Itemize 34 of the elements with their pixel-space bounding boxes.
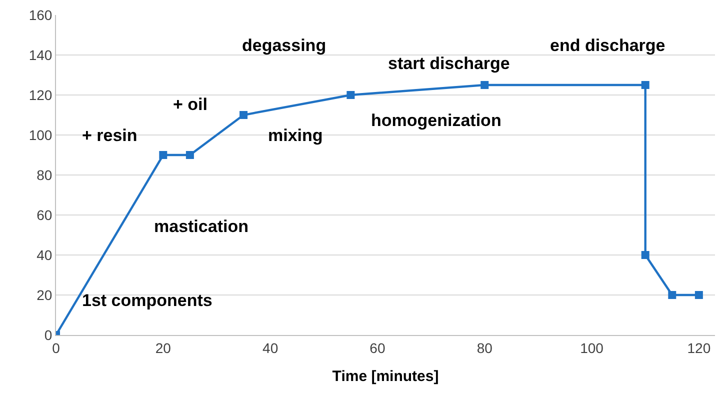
y-tick-label: 120 <box>28 86 52 103</box>
point <box>186 151 194 159</box>
y-tick-label: 40 <box>36 246 52 263</box>
point <box>480 81 489 89</box>
point <box>641 81 650 89</box>
point <box>159 151 168 159</box>
point <box>694 291 703 299</box>
y-tick-label: 20 <box>36 286 52 303</box>
x-tick-label: 60 <box>370 340 386 356</box>
annotation: + resin <box>82 126 138 145</box>
x-tick-label: 120 <box>687 340 711 356</box>
y-tick-label: 100 <box>28 126 52 143</box>
annotation: start discharge <box>388 54 510 73</box>
point <box>668 291 676 299</box>
annotation: + oil <box>173 95 208 114</box>
point <box>240 111 248 119</box>
point <box>641 251 650 259</box>
annotation: mastication <box>154 217 248 236</box>
annotation: mixing <box>268 126 323 145</box>
annotation: homogenization <box>371 111 502 130</box>
point <box>346 91 355 99</box>
x-tick-label: 100 <box>580 340 604 356</box>
y-tick-label: 60 <box>36 206 52 223</box>
y-tick-label: 0 <box>44 326 52 343</box>
y-tick-label: 160 <box>28 6 52 23</box>
x-axis-title: Time [minutes] <box>332 368 439 385</box>
x-tick-label: 40 <box>262 340 278 356</box>
y-tick-label: 80 <box>36 166 52 183</box>
x-tick-label: 20 <box>155 340 172 356</box>
y-tick-label: 140 <box>28 46 52 63</box>
annotation: end discharge <box>550 36 666 55</box>
annotation: degassing <box>242 36 326 55</box>
x-tick-label: 80 <box>476 340 493 356</box>
annotation: 1st components <box>82 291 212 310</box>
